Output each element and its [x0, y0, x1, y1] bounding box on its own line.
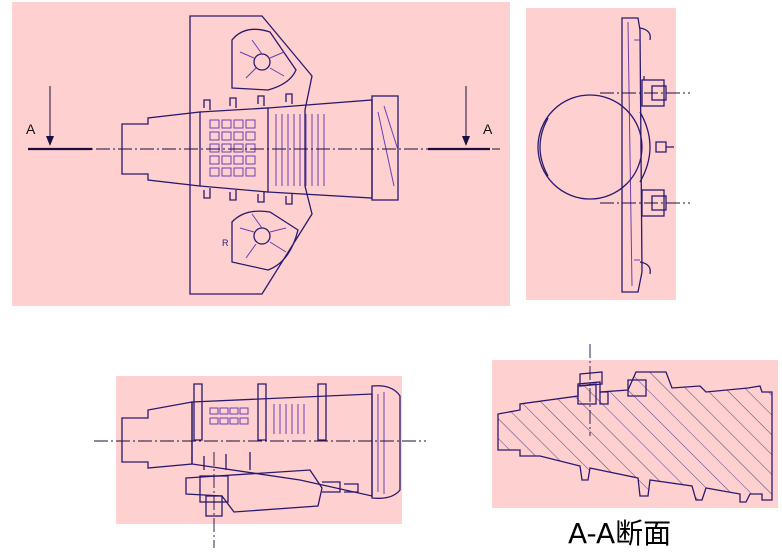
hook-top	[639, 27, 651, 41]
top-view: R	[12, 2, 510, 306]
top-body	[121, 93, 399, 205]
front-view-panel	[116, 376, 402, 524]
lower-wheel: R	[222, 210, 299, 271]
top-view-panel	[12, 2, 510, 306]
section-hatch-body	[497, 371, 773, 503]
side-plate	[621, 17, 643, 293]
section-caption: A-A断面	[568, 517, 671, 550]
section-marker-left: A	[26, 121, 36, 137]
front-view	[94, 376, 426, 548]
front-bracket	[185, 469, 359, 517]
section-view: A-A断面	[492, 344, 778, 550]
svg-text:R: R	[222, 238, 229, 248]
side-stud	[655, 141, 674, 153]
side-view-panel	[526, 8, 676, 300]
wing-plate	[189, 15, 313, 295]
section-marker-right: A	[483, 121, 493, 137]
side-view	[526, 8, 690, 300]
front-body	[191, 393, 373, 497]
upper-wheel	[231, 28, 297, 91]
side-drum	[537, 94, 643, 200]
front-flange	[371, 385, 401, 499]
hook-bottom	[639, 261, 651, 275]
